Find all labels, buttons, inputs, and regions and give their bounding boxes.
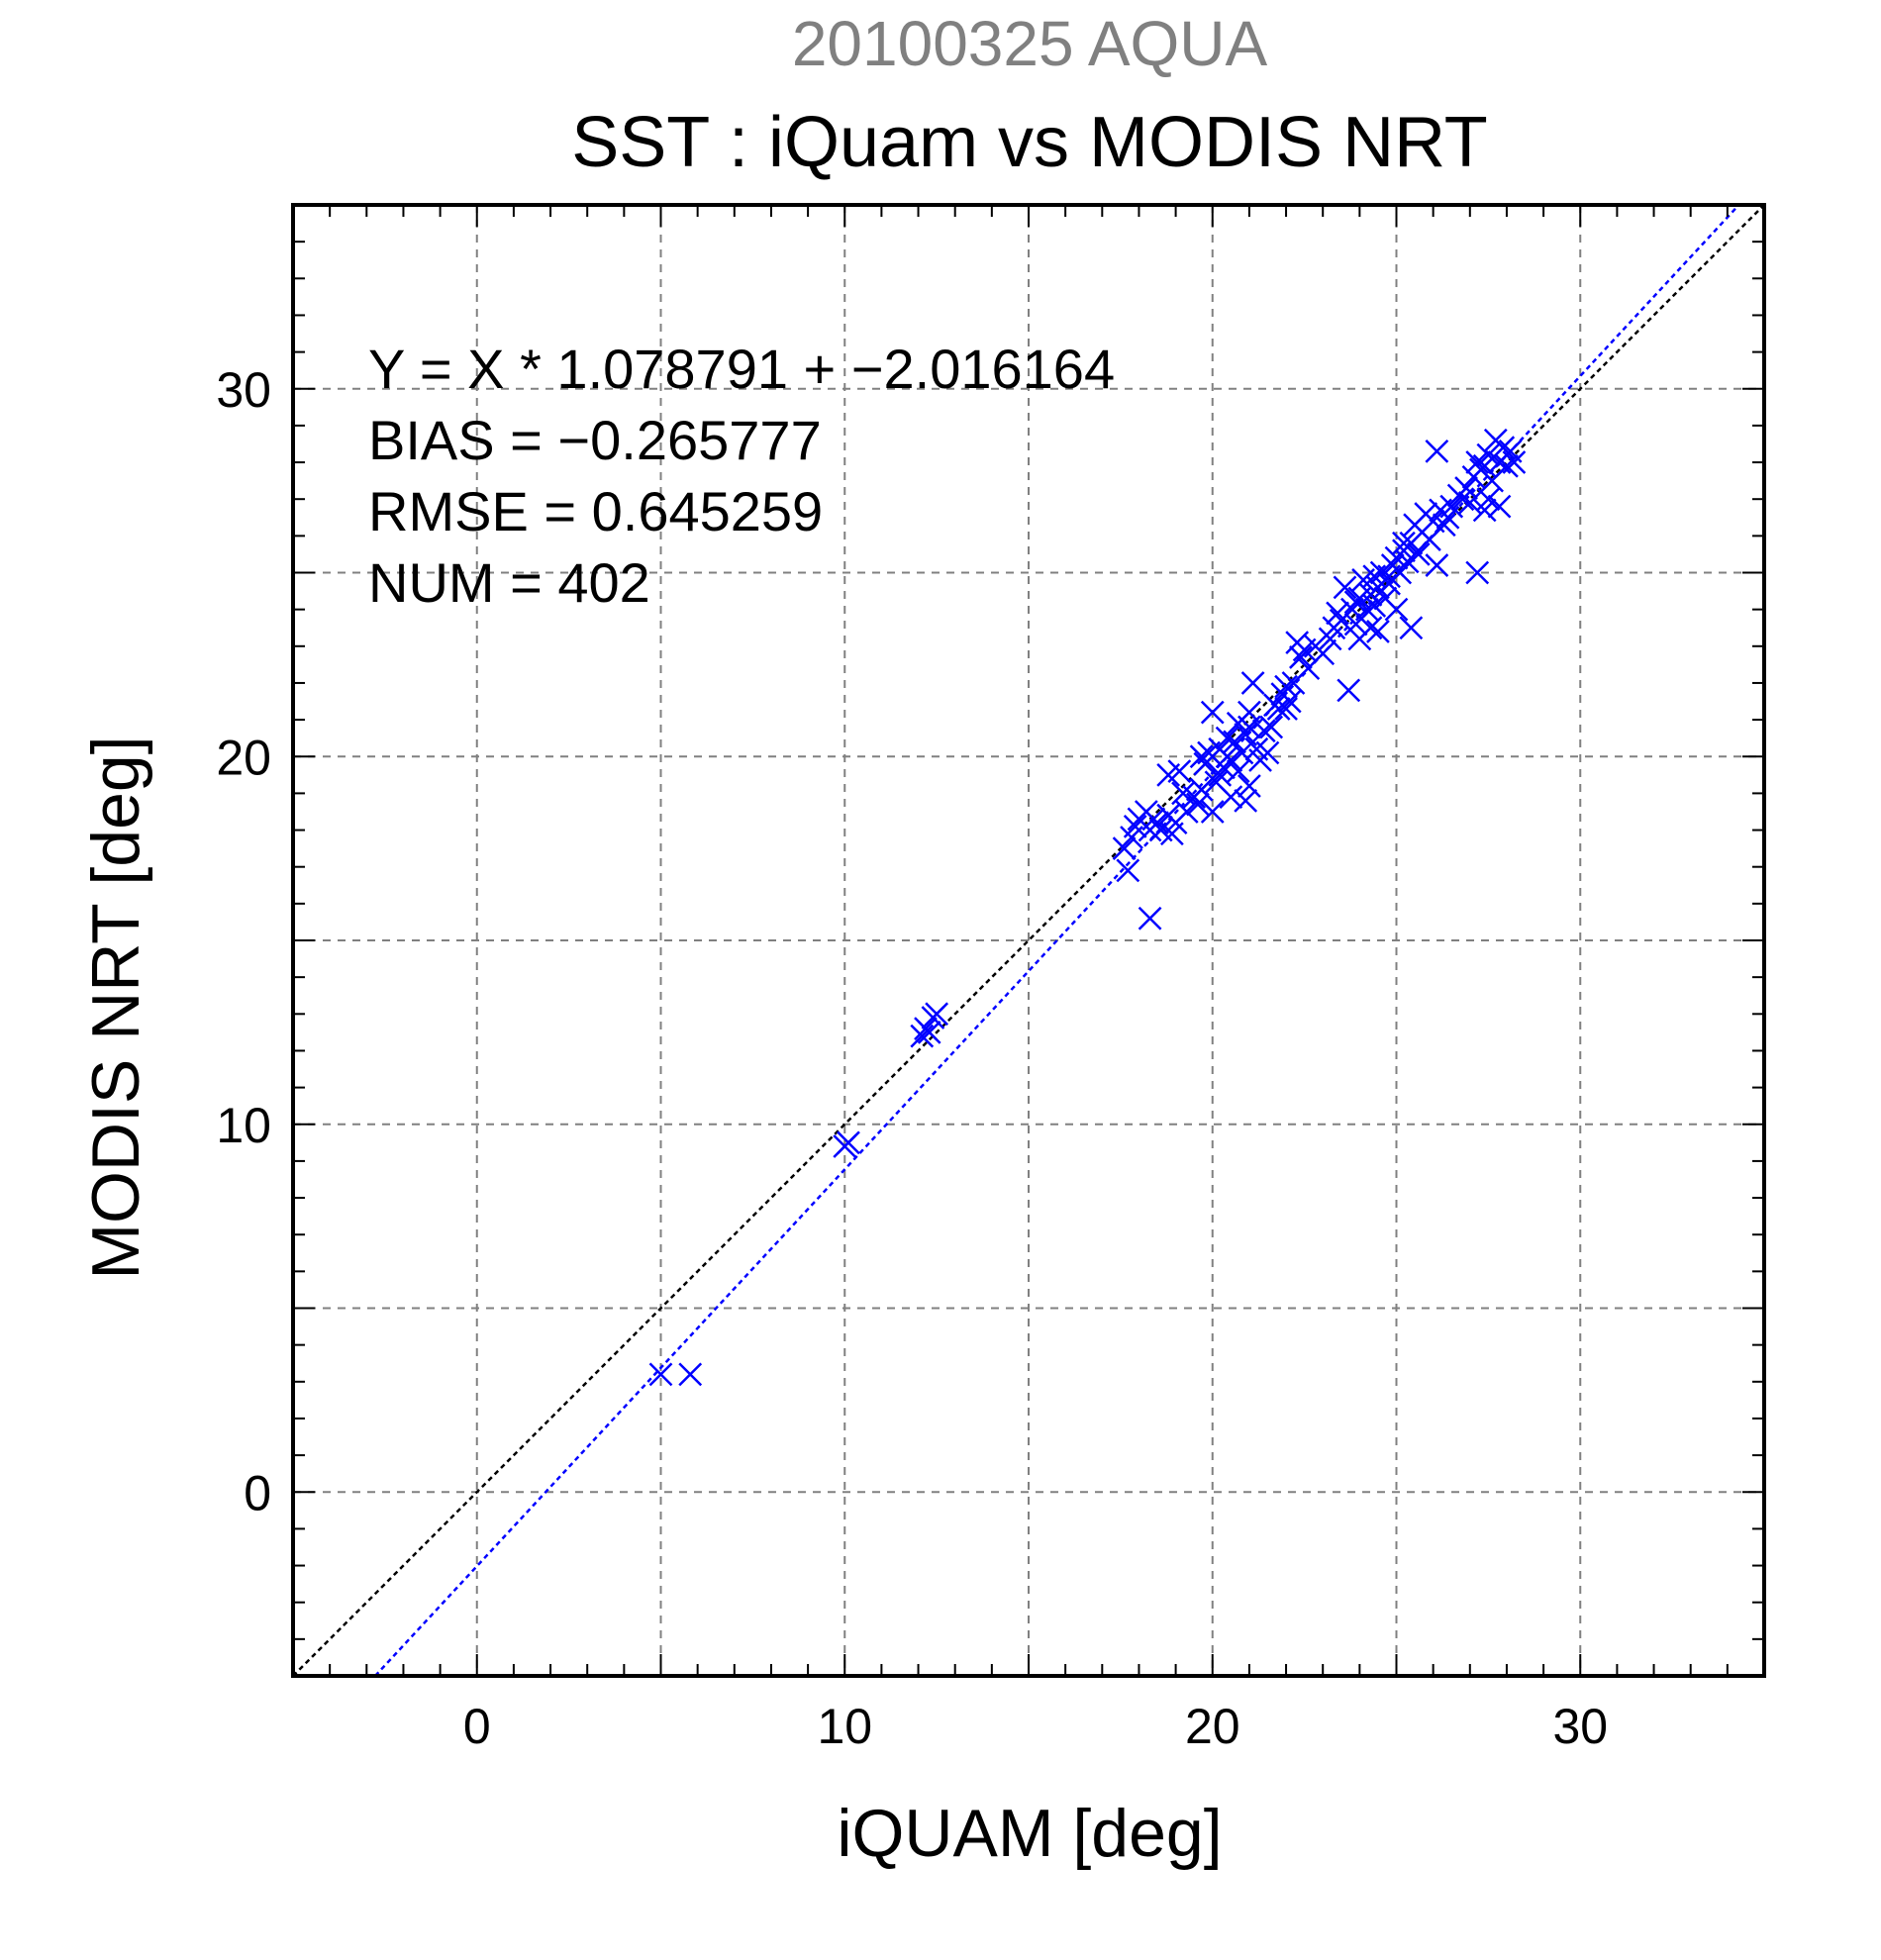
y-tick-label: 20: [216, 730, 271, 785]
data-point: [1230, 740, 1254, 765]
reference-lines: [292, 204, 1765, 1677]
data-point: [1215, 744, 1239, 769]
data-point: [1200, 800, 1225, 824]
data-point: [678, 1362, 703, 1387]
data-point: [1200, 700, 1225, 725]
data-point: [1112, 836, 1137, 861]
data-point: [1358, 616, 1383, 640]
plot-frame: [291, 203, 1766, 1678]
data-point: [1240, 671, 1265, 695]
data-point: [1289, 645, 1313, 669]
data-point: [1238, 774, 1261, 798]
data-point: [1399, 616, 1424, 640]
data-point: [1425, 440, 1449, 463]
chart-suptitle: 20100325 AQUA: [792, 8, 1268, 79]
data-point: [1277, 689, 1302, 714]
grid-lines: [293, 205, 1764, 1676]
data-point: [1259, 715, 1284, 739]
x-tick-label: 20: [1185, 1699, 1240, 1754]
y-tick-label: 10: [216, 1098, 271, 1153]
data-point: [1234, 788, 1258, 813]
data-point: [1502, 450, 1527, 474]
regression-line: [374, 204, 1740, 1677]
data-point: [1189, 777, 1214, 802]
data-point: [1326, 601, 1349, 626]
data-point: [1362, 594, 1387, 618]
data-point: [1189, 744, 1214, 769]
data-point: [1472, 453, 1497, 478]
data-point: [1395, 549, 1420, 574]
data-point: [1362, 564, 1387, 589]
data-point: [1465, 450, 1490, 474]
data-point: [1343, 590, 1368, 615]
data-point: [1439, 494, 1464, 519]
x-tick-label: 10: [817, 1699, 872, 1754]
data-point: [1491, 436, 1516, 460]
data-point: [910, 1024, 935, 1048]
stat-line: RMSE = 0.645259: [368, 480, 823, 542]
data-point: [1354, 597, 1379, 622]
data-point: [1296, 656, 1321, 680]
data-point: [1234, 723, 1258, 746]
data-point: [921, 1006, 945, 1029]
data-point: [1219, 785, 1243, 809]
x-tick-label: 30: [1552, 1699, 1608, 1754]
y-tick-label: 30: [216, 362, 271, 418]
data-point: [1186, 792, 1210, 817]
data-point: [1138, 906, 1162, 931]
data-point: [1476, 487, 1501, 512]
data-point: [1226, 759, 1250, 783]
data-point: [1251, 719, 1276, 743]
data-point: [1457, 491, 1482, 515]
data-point: [1167, 759, 1192, 783]
data-point: [1425, 553, 1449, 577]
data-point: [1487, 494, 1512, 519]
stat-line: NUM = 402: [368, 551, 650, 614]
statistics-annotation: Y = X * 1.078791 + −2.016164 BIAS = −0.26…: [368, 338, 1115, 614]
data-point: [1134, 800, 1158, 824]
stat-line: Y = X * 1.078791 + −2.016164: [368, 338, 1115, 400]
data-point: [1343, 612, 1368, 637]
data-point: [1171, 781, 1195, 806]
data-point: [1174, 800, 1199, 824]
data-point: [1255, 740, 1280, 765]
data-point: [1392, 531, 1416, 555]
data-point: [1333, 575, 1357, 600]
data-point: [1384, 597, 1409, 622]
data-point: [1116, 858, 1140, 883]
data-point: [1208, 762, 1233, 787]
y-axis-label: MODIS NRT [deg]: [78, 735, 153, 1279]
data-point: [1432, 513, 1456, 538]
data-point: [1336, 678, 1361, 703]
data-points: [648, 428, 1527, 1387]
data-point: [648, 1362, 673, 1387]
x-axis-label: iQUAM [deg]: [837, 1796, 1222, 1871]
data-point: [1406, 542, 1431, 566]
data-point: [837, 1130, 860, 1155]
chart-title: SST : iQuam vs MODIS NRT: [571, 103, 1488, 182]
data-point: [1123, 814, 1147, 838]
data-point: [1495, 453, 1519, 478]
data-point: [917, 1020, 941, 1044]
data-point: [1274, 674, 1298, 699]
x-tick-label: 0: [463, 1699, 491, 1754]
data-point: [1263, 693, 1287, 718]
data-point: [1366, 620, 1390, 643]
data-point: [1238, 700, 1261, 725]
stat-line: BIAS = −0.265777: [368, 409, 822, 471]
data-point: [1450, 487, 1475, 512]
data-point: [1465, 560, 1490, 585]
y-tick-label: 0: [244, 1465, 271, 1520]
